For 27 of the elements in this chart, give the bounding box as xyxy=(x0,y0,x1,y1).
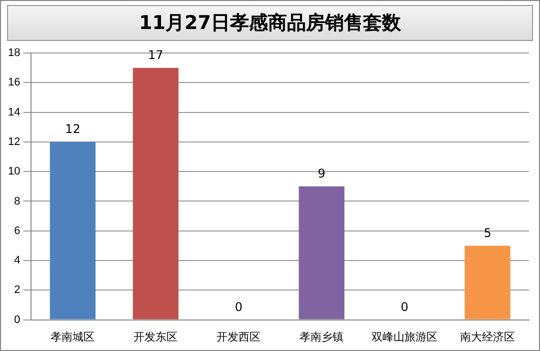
bar xyxy=(50,142,96,320)
y-tick-label: 14 xyxy=(8,106,20,118)
y-tick-label: 2 xyxy=(14,284,20,296)
y-tick-label: 10 xyxy=(8,166,20,178)
y-tick-label: 4 xyxy=(14,254,20,267)
y-tick-label: 16 xyxy=(8,76,20,89)
x-tick-label: 双峰山旅游区 xyxy=(372,330,438,344)
y-tick-label: 0 xyxy=(14,314,20,326)
bar xyxy=(132,68,178,320)
y-tick-label: 18 xyxy=(8,47,20,60)
data-label: 5 xyxy=(484,226,492,240)
x-tick-label: 南大经济区 xyxy=(460,330,516,344)
x-tick-label: 开发西区 xyxy=(216,331,261,344)
bar xyxy=(464,246,510,320)
bar xyxy=(298,186,344,320)
data-label: 12 xyxy=(65,122,80,136)
chart-title: 11月27日孝感商品房销售套数 xyxy=(7,5,533,41)
x-tick-label: 孝南城区 xyxy=(50,330,95,344)
data-label: 9 xyxy=(318,166,326,181)
y-tick-label: 8 xyxy=(14,195,20,208)
data-label: 17 xyxy=(148,48,164,62)
y-tick-label: 6 xyxy=(14,224,20,237)
x-tick-label: 开发东区 xyxy=(134,330,178,344)
x-tick-label: 孝南乡镇 xyxy=(300,330,344,344)
y-tick-label: 12 xyxy=(8,136,20,148)
data-label: 0 xyxy=(234,300,242,314)
data-label: 0 xyxy=(400,300,408,314)
